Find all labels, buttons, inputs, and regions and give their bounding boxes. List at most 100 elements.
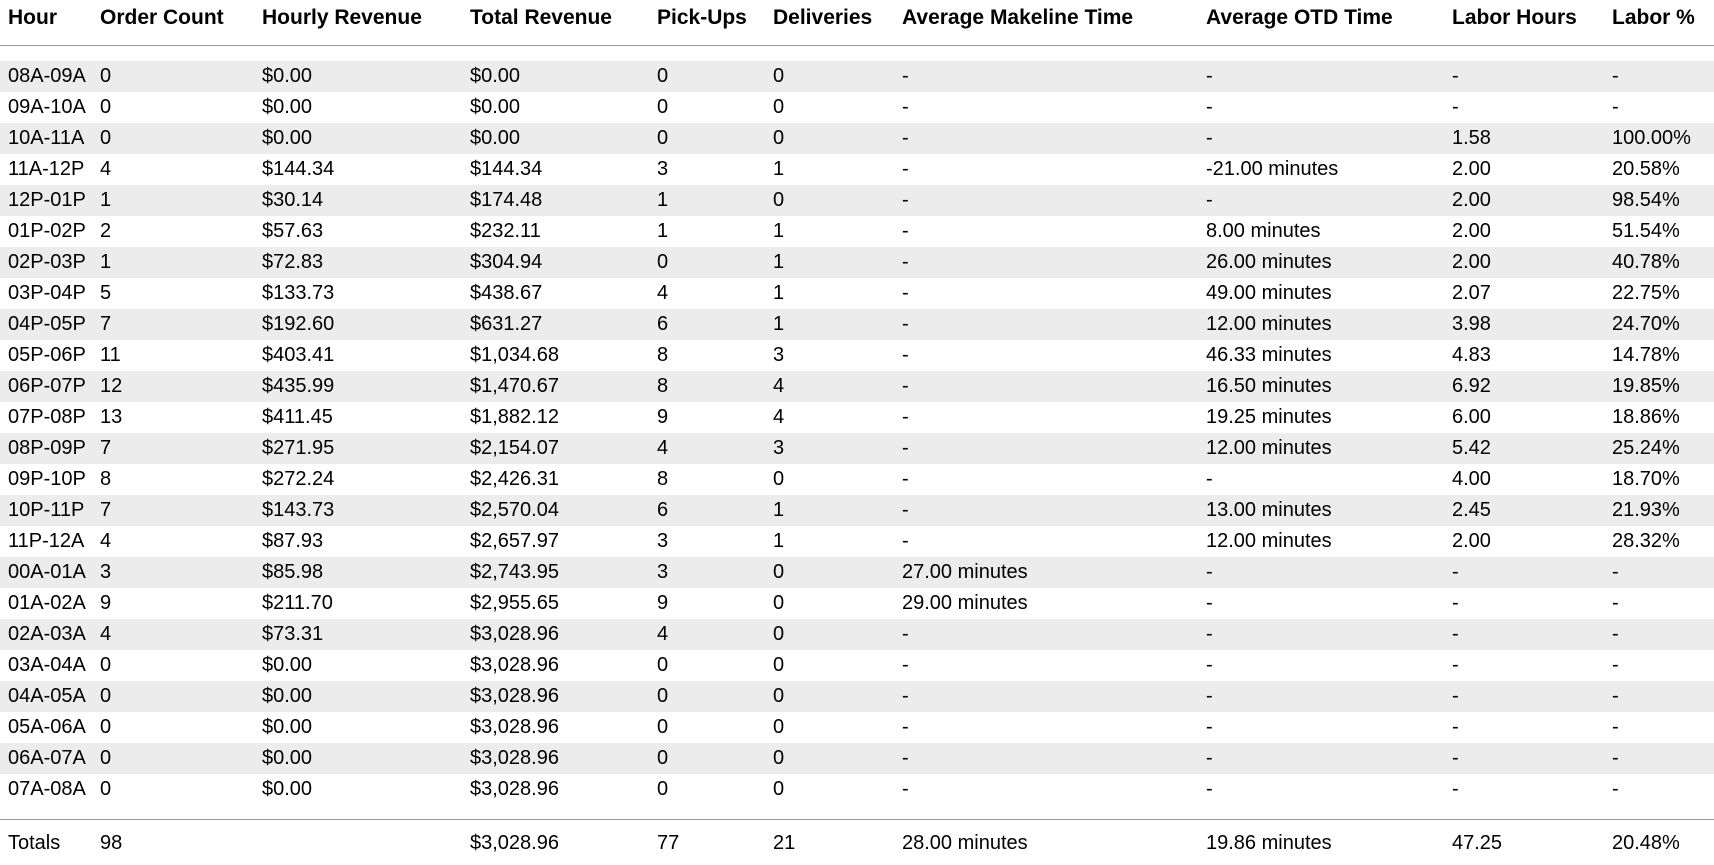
table-row: 09P-10P 8 $272.24 $2,426.31 8 0 - - 4.00 18.70% (0, 464, 1714, 495)
cell-deliveries: 1 (765, 308, 894, 340)
cell-labor_hours: - (1444, 742, 1604, 774)
cell-avg_otd_time: - (1206, 591, 1213, 614)
cell-pick_ups: 9 (657, 405, 669, 428)
cell-labor_hours: - (1444, 60, 1604, 92)
cell-labor_hours: 2.07 (1452, 281, 1491, 304)
cell-labor_pct: 21.93% (1604, 494, 1714, 526)
totals-cell-order_count: 98 (92, 818, 254, 865)
cell-hourly_revenue: $211.70 (262, 591, 333, 614)
cell-order_count: 0 (100, 95, 112, 118)
cell-avg_makeline_time: - (902, 343, 909, 366)
cell-hourly_revenue: $403.41 (262, 343, 335, 366)
cell-total_revenue: $304.94 (462, 246, 649, 278)
cell-pick_ups: 3 (657, 529, 669, 552)
cell-hour: 04A-05A (0, 680, 92, 712)
cell-pick_ups: 0 (657, 777, 669, 800)
cell-hourly_revenue: $0.00 (262, 95, 313, 118)
cell-pick_ups: 0 (649, 680, 765, 712)
cell-pick_ups: 8 (657, 467, 669, 490)
column-header-deliveries: Deliveries (765, 0, 894, 46)
cell-deliveries: 4 (765, 370, 894, 402)
table-row: 03A-04A 0 $0.00 $3,028.96 0 0 - - - - (0, 650, 1714, 681)
cell-hour: 04P-05P (0, 308, 92, 340)
cell-deliveries: 3 (765, 432, 894, 464)
cell-avg_otd_time: 12.00 minutes (1198, 308, 1444, 340)
cell-deliveries: 4 (773, 405, 785, 428)
cell-total_revenue: $2,743.95 (462, 556, 649, 588)
cell-labor_pct: 98.54% (1604, 184, 1714, 216)
column-header-hourly_revenue: Hourly Revenue (254, 0, 462, 46)
table-row: 00A-01A 3 $85.98 $2,743.95 3 0 27.00 minutes - -… (0, 556, 1714, 588)
cell-hour: 07A-08A (8, 777, 86, 800)
cell-order_count: 7 (92, 432, 254, 464)
cell-avg_otd_time: - (1198, 184, 1444, 216)
cell-total_revenue: $2,154.07 (462, 432, 649, 464)
cell-hourly_revenue: $435.99 (254, 370, 462, 402)
cell-hourly_revenue: $0.00 (254, 122, 462, 154)
cell-total_revenue: $438.67 (470, 281, 543, 304)
cell-avg_otd_time: - (1206, 95, 1213, 118)
cell-total_revenue: $3,028.96 (470, 777, 559, 800)
cell-hourly_revenue: $411.45 (262, 405, 333, 428)
cell-order_count: 7 (92, 494, 254, 526)
table-row: 11P-12A 4 $87.93 $2,657.97 3 1 - 12.00 minutes 2… (0, 526, 1714, 557)
cell-total_revenue: $631.27 (462, 308, 649, 340)
cell-avg_otd_time: 49.00 minutes (1206, 281, 1332, 304)
cell-deliveries: 0 (773, 591, 785, 614)
cell-avg_otd_time: - (1206, 777, 1213, 800)
table-row: 04A-05A 0 $0.00 $3,028.96 0 0- - - - (0, 680, 1714, 712)
cell-order_count: 12 (92, 370, 254, 402)
cell-deliveries: 0 (765, 556, 894, 588)
cell-avg_makeline_time: - (894, 432, 1198, 464)
cell-labor_pct: - (1604, 618, 1714, 650)
table-row: 08P-09P 7 $271.95 $2,154.07 4 3-12.00 minutes… (0, 432, 1714, 464)
cell-labor_pct: - (1604, 680, 1714, 712)
cell-order_count: 1 (92, 246, 254, 278)
table-row: 08A-09A 0 $0.00 $0.00 0 0- - - - (0, 60, 1714, 92)
cell-avg_makeline_time: 29.00 minutes (902, 591, 1028, 614)
table-row: 09A-10A 0 $0.00 $0.00 0 0 - - - - (0, 92, 1714, 123)
cell-order_count: 0 (92, 742, 254, 774)
cell-total_revenue: $0.00 (462, 122, 649, 154)
cell-deliveries: 0 (765, 742, 894, 774)
cell-total_revenue: $3,028.96 (462, 680, 649, 712)
cell-labor_hours: 2.45 (1444, 494, 1604, 526)
cell-avg_makeline_time: - (902, 157, 909, 180)
cell-avg_makeline_time: - (894, 494, 1198, 526)
cell-hour: 05A-06A (8, 715, 86, 738)
cell-total_revenue: $1,034.68 (470, 343, 559, 366)
cell-avg_makeline_time: - (902, 653, 909, 676)
cell-avg_makeline_time: - (902, 95, 909, 118)
cell-hourly_revenue: $87.93 (262, 529, 324, 552)
cell-avg_makeline_time: - (894, 308, 1198, 340)
cell-total_revenue: $3,028.96 (462, 742, 649, 774)
column-header-pick_ups: Pick-Ups (649, 0, 765, 46)
cell-labor_hours: 1.58 (1444, 122, 1604, 154)
cell-labor_pct: 51.54% (1612, 219, 1680, 242)
totals-cell-deliveries: 21 (765, 818, 894, 865)
cell-avg_makeline_time: - (894, 184, 1198, 216)
cell-deliveries: 0 (765, 680, 894, 712)
cell-labor_pct: 19.85% (1604, 370, 1714, 402)
cell-hour: 06A-07A (0, 742, 92, 774)
cell-labor_hours: - (1444, 680, 1604, 712)
cell-avg_makeline_time: - (894, 680, 1198, 712)
cell-total_revenue: $0.00 (470, 95, 521, 118)
cell-hourly_revenue: $271.95 (254, 432, 462, 464)
table-header-row: Hour Order Count Hourly Revenue Total Reven… (0, 0, 1714, 46)
cell-labor_pct: - (1604, 742, 1714, 774)
cell-total_revenue: $144.34 (470, 157, 543, 180)
cell-deliveries: 3 (773, 343, 785, 366)
cell-avg_makeline_time: - (902, 405, 909, 428)
cell-hour: 03A-04A (8, 653, 86, 676)
cell-avg_otd_time: - (1198, 556, 1444, 588)
cell-hourly_revenue: $272.24 (262, 467, 335, 490)
table-body: 08A-09A 0 $0.00 $0.00 0 0- - - -09A-10A 0 $0.00 $0.… (0, 60, 1714, 805)
cell-labor_pct: - (1612, 715, 1619, 738)
cell-deliveries: 0 (765, 122, 894, 154)
cell-order_count: 9 (100, 591, 112, 614)
table-row: 06A-07A 0 $0.00 $3,028.96 0 0- - - - (0, 742, 1714, 774)
table-row: 11A-12P 4 $144.34 $144.34 3 1 - -21.00 minutes 2… (0, 154, 1714, 185)
cell-labor_hours: - (1452, 653, 1459, 676)
